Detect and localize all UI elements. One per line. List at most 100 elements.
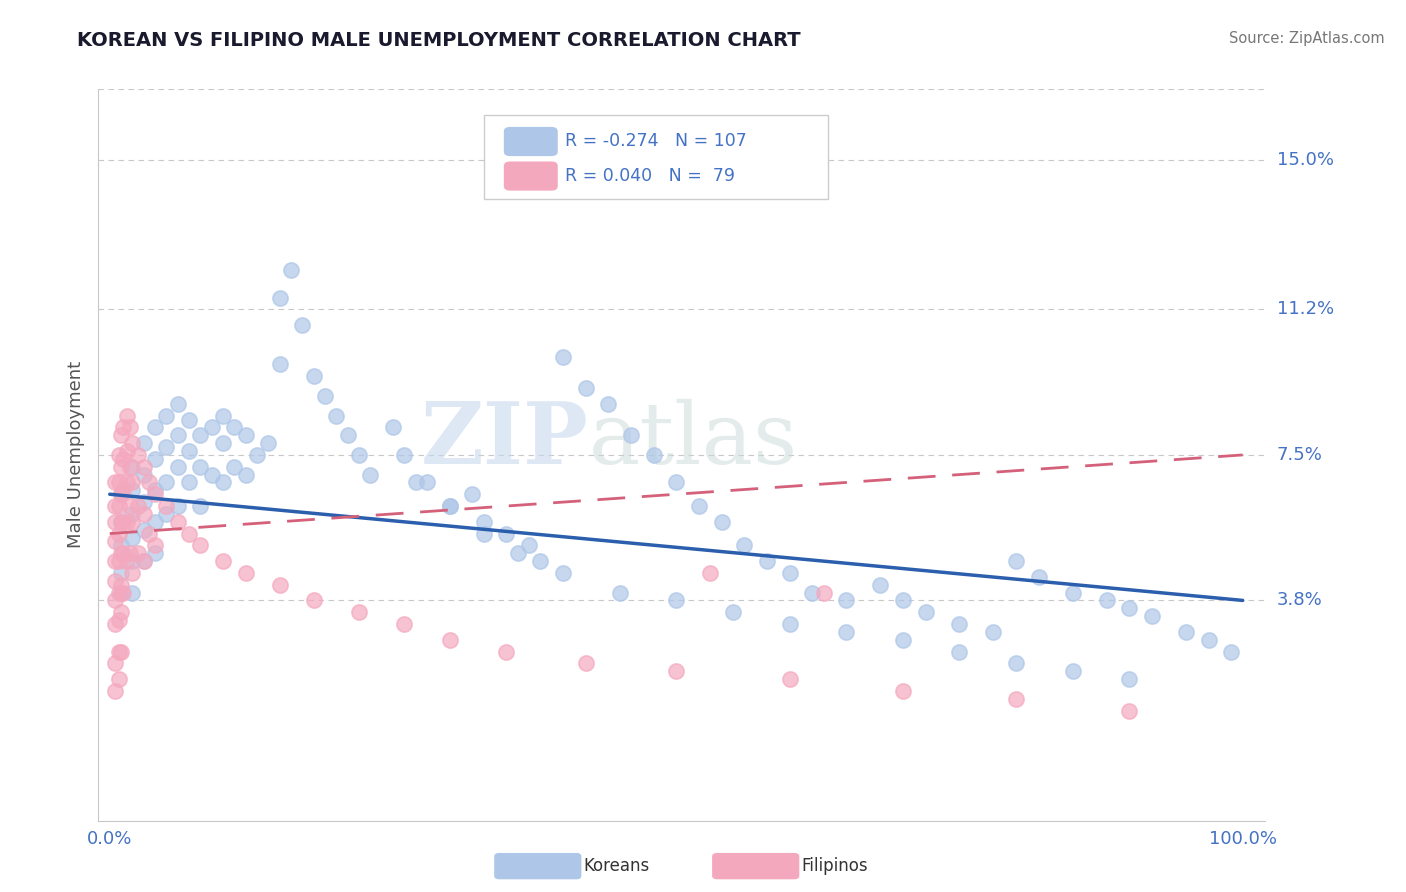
Point — [643, 448, 665, 462]
Point — [212, 409, 235, 423]
Point — [302, 369, 325, 384]
Point — [120, 546, 142, 560]
Point — [104, 574, 127, 588]
Point — [110, 515, 132, 529]
Point — [110, 644, 132, 658]
Point — [1118, 601, 1140, 615]
Point — [121, 483, 143, 498]
Point — [620, 428, 643, 442]
Text: KOREAN VS FILIPINO MALE UNEMPLOYMENT CORRELATION CHART: KOREAN VS FILIPINO MALE UNEMPLOYMENT COR… — [77, 31, 801, 50]
Point — [733, 538, 755, 552]
Point — [155, 507, 177, 521]
Point — [472, 515, 495, 529]
Point — [983, 624, 1005, 639]
Point — [269, 291, 291, 305]
Point — [224, 459, 246, 474]
Point — [224, 420, 246, 434]
FancyBboxPatch shape — [505, 162, 557, 190]
Point — [112, 546, 135, 560]
Point — [1062, 585, 1084, 599]
Point — [132, 459, 155, 474]
Point — [405, 475, 427, 490]
Point — [439, 632, 461, 647]
Point — [127, 499, 149, 513]
Point — [166, 499, 188, 513]
Text: R = -0.274   N = 107: R = -0.274 N = 107 — [565, 133, 747, 151]
Point — [394, 448, 416, 462]
FancyBboxPatch shape — [505, 128, 557, 155]
Point — [108, 448, 131, 462]
Point — [835, 593, 858, 607]
Point — [891, 593, 914, 607]
Point — [699, 566, 721, 580]
Point — [155, 440, 177, 454]
Point — [1062, 664, 1084, 678]
Point — [110, 566, 132, 580]
Point — [755, 554, 778, 568]
Text: Filipinos: Filipinos — [801, 857, 868, 875]
Point — [110, 487, 132, 501]
Point — [108, 499, 131, 513]
Point — [190, 428, 212, 442]
Point — [269, 577, 291, 591]
Point — [155, 499, 177, 513]
Point — [121, 554, 143, 568]
Point — [495, 526, 517, 541]
Point — [121, 515, 143, 529]
Point — [779, 566, 801, 580]
Point — [143, 420, 166, 434]
Point — [1118, 704, 1140, 718]
Point — [143, 483, 166, 498]
Text: Koreans: Koreans — [583, 857, 650, 875]
Point — [104, 534, 127, 549]
Point — [112, 515, 135, 529]
Point — [347, 605, 370, 619]
Point — [551, 566, 574, 580]
Point — [115, 515, 138, 529]
Point — [190, 459, 212, 474]
Point — [120, 459, 142, 474]
Point — [598, 397, 620, 411]
Point — [665, 593, 688, 607]
Point — [212, 436, 235, 450]
Point — [575, 657, 598, 671]
Point — [688, 499, 710, 513]
Point — [108, 585, 131, 599]
Point — [551, 350, 574, 364]
Point — [416, 475, 439, 490]
Point — [246, 448, 269, 462]
Text: R = 0.040   N =  79: R = 0.040 N = 79 — [565, 167, 735, 185]
Point — [1028, 570, 1050, 584]
Point — [506, 546, 529, 560]
Text: atlas: atlas — [589, 399, 797, 482]
Point — [104, 593, 127, 607]
Point — [132, 523, 155, 537]
Point — [104, 684, 127, 698]
Point — [112, 451, 135, 466]
Point — [138, 475, 160, 490]
Point — [291, 318, 314, 333]
Y-axis label: Male Unemployment: Male Unemployment — [66, 361, 84, 549]
Point — [112, 483, 135, 498]
Point — [108, 526, 131, 541]
Point — [143, 546, 166, 560]
Text: 15.0%: 15.0% — [1277, 151, 1333, 169]
Point — [104, 475, 127, 490]
Point — [212, 475, 235, 490]
Point — [110, 546, 132, 560]
Point — [269, 358, 291, 372]
Point — [779, 617, 801, 632]
Point — [869, 577, 891, 591]
Point — [121, 475, 143, 490]
Point — [891, 684, 914, 698]
Point — [104, 515, 127, 529]
Point — [394, 617, 416, 632]
Point — [1220, 644, 1243, 658]
Point — [127, 448, 149, 462]
Point — [257, 436, 280, 450]
Point — [1005, 691, 1028, 706]
Point — [1005, 554, 1028, 568]
Point — [835, 624, 858, 639]
Point — [166, 515, 188, 529]
Point — [132, 554, 155, 568]
